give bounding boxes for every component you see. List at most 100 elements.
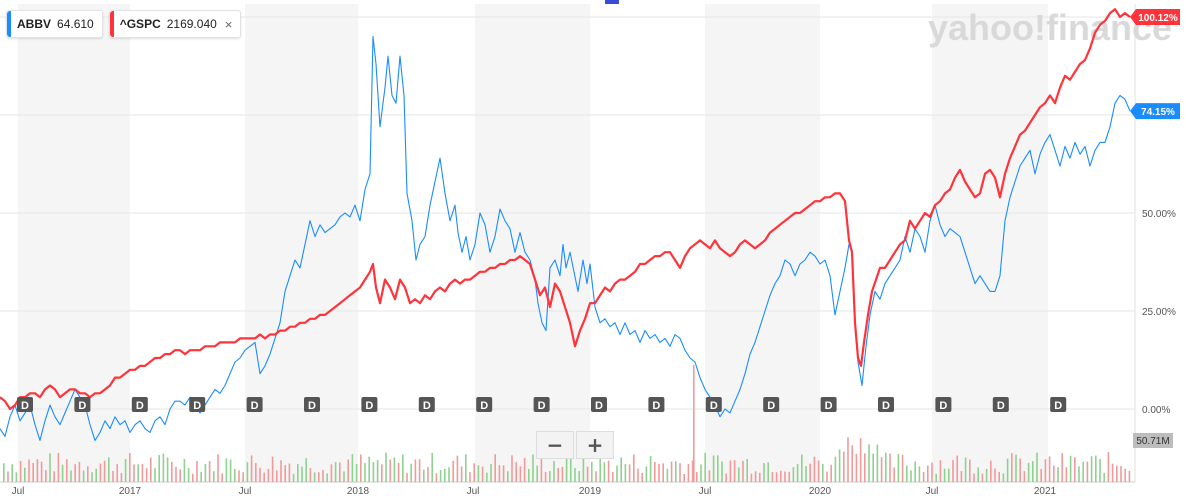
volume-bar [1095,455,1097,482]
volume-bar [960,471,963,482]
volume-bar [154,468,156,482]
dividend-marker[interactable]: D [763,397,780,412]
dividend-marker[interactable]: D [17,397,33,412]
volume-bar [1032,461,1034,482]
range-marker[interactable] [605,0,619,4]
volume-bar [511,455,513,482]
volume-bar [897,454,900,482]
end-label-bg [1130,103,1180,120]
volume-bar [435,473,438,482]
volume-bar [784,471,786,482]
dividend-marker-bg [820,397,837,412]
volume-bar [465,454,467,482]
volume-bar [750,473,753,482]
volume-bar [1015,454,1017,482]
dividend-marker[interactable]: D [189,397,206,412]
volume-bar [305,458,307,482]
remove-series-icon[interactable]: × [224,16,233,32]
dividend-marker[interactable]: D [591,397,607,412]
volume-bar [347,459,349,482]
dividend-marker[interactable]: D [1050,397,1067,412]
dividend-marker-bg [189,397,206,412]
watermark: yahoo!finance [928,7,1172,48]
volume-bar [372,462,375,482]
series-line-gspc[interactable] [0,8,1131,411]
dividend-marker[interactable]: D [131,397,148,412]
dividend-marker[interactable]: D [246,397,263,412]
volume-bar [532,454,534,482]
dividend-marker[interactable]: D [992,397,1009,412]
volume-bar [116,464,118,482]
volume-bar [952,460,954,482]
volume-bar [28,459,30,482]
volume-bar [1044,459,1047,482]
volume-bar [99,463,102,482]
volume-bar [418,459,421,482]
volume-bar [612,472,614,482]
volume-bar [423,469,425,482]
x-tick-label: 2019 [579,486,602,497]
volume-bar [687,463,690,482]
volume-bar [49,453,51,482]
volume-bar [599,455,601,482]
dividend-marker[interactable]: D [820,397,837,412]
volume-bar [662,463,664,482]
volume-bar [200,472,202,482]
volume-bar [914,461,916,482]
legend-chip-gspc[interactable]: ^GSPC 2169.040 × [108,10,242,38]
volume-bar [1023,471,1026,482]
volume-bar [1036,452,1038,482]
volume-bar [179,469,181,482]
volume-bar [360,454,362,482]
volume-bar [66,459,68,482]
dividend-marker[interactable]: D [418,397,435,412]
dividend-marker[interactable]: D [705,397,722,412]
volume-bar [250,455,253,482]
volume-bar [292,473,295,482]
volume-bar [523,457,526,482]
dividend-marker[interactable]: D [74,397,91,412]
volume-bar [221,473,223,482]
legend-value: 2169.040 [166,17,217,31]
dividend-marker-bg [74,397,91,412]
volume-bar [95,468,97,482]
volume-bar [801,454,803,482]
volume-bar [263,472,265,482]
volume-bar [502,465,505,482]
y-axis: 0.00% 25.00% 50.00% [1142,209,1176,416]
volume-bar [1048,456,1051,482]
volume-bar [658,463,660,482]
legend-chip-abbv[interactable]: ABBV 64.610 [6,10,103,38]
volume-bar [918,466,921,482]
volume-bar [561,466,564,482]
volume-bars [3,365,1131,482]
dividend-marker[interactable]: D [361,397,378,412]
volume-bar [355,463,358,482]
dividend-marker[interactable]: D [648,397,665,412]
dividend-marker-bg [935,397,952,412]
dividend-marker[interactable]: D [935,397,952,412]
dividend-marker[interactable]: D [304,397,320,412]
zoom-out-button[interactable]: − [536,431,574,459]
volume-bar [838,449,841,482]
volume-bar [1120,466,1122,482]
zoom-in-button[interactable]: + [576,431,614,459]
volume-bar [645,466,648,482]
dividend-marker[interactable]: D [533,397,550,412]
volume-bar [381,464,383,482]
volume-bar [943,468,946,482]
series-color-swatch [7,11,11,37]
dividend-marker-bg [992,397,1009,412]
volume-bar [229,459,232,482]
volume-bar [708,470,711,482]
volume-bar [880,457,883,482]
volume-bar [910,470,912,482]
volume-bar [620,457,622,482]
dividend-marker[interactable]: D [476,397,493,412]
volume-bar [628,464,631,482]
volume-bar [956,455,958,482]
dividend-marker[interactable]: D [878,397,894,412]
volume-bar [717,455,719,482]
